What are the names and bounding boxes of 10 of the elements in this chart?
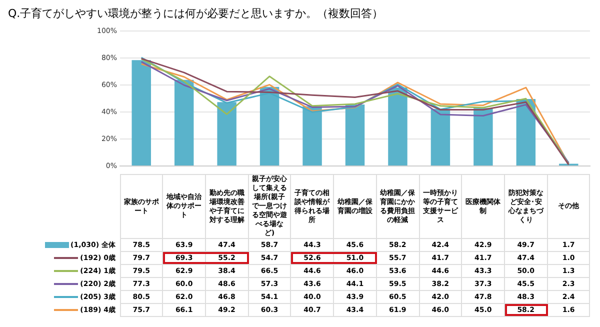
bar	[302, 106, 322, 166]
bar	[260, 86, 280, 166]
bar	[217, 102, 236, 166]
bar	[474, 108, 493, 166]
bar	[345, 104, 365, 166]
bar	[388, 88, 408, 166]
bar	[430, 108, 450, 166]
bar	[174, 80, 194, 166]
bar	[132, 60, 151, 166]
chart-title: Q.子育てがしやすい環境が整うには何が必要だと思いますか。（複数回答）	[7, 6, 384, 22]
